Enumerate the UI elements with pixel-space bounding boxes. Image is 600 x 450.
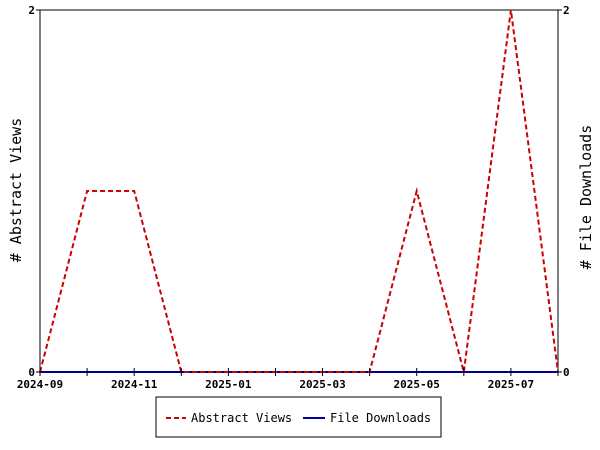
series-line-abstract-views	[39, 9, 559, 373]
y-tick-label-right-0: 0	[563, 366, 570, 379]
x-tick-label-2025-07: 2025-07	[488, 378, 534, 391]
x-tick-label-2024-11: 2024-11	[111, 378, 158, 391]
y-axis-title-right: # File Downloads	[577, 125, 595, 270]
y-tick-label-left-2: 2	[28, 4, 35, 17]
series-layer	[39, 9, 559, 373]
y-axis-title-left: # Abstract Views	[7, 118, 25, 263]
legend-box	[155, 396, 442, 438]
legend-label-file-downloads: File Downloads	[330, 411, 431, 425]
axes-layer: 2024-09 2024-11 2025-01 2025-03 2025-05 2025-…	[17, 4, 570, 391]
legend-label-abstract-views: Abstract Views	[191, 411, 292, 425]
x-tick-label-2024-09: 2024-09	[17, 378, 63, 391]
x-tick-label-2025-05: 2025-05	[394, 378, 440, 391]
x-tick-label-2025-01: 2025-01	[205, 378, 252, 391]
y-tick-label-right-2: 2	[563, 4, 570, 17]
y-tick-label-left-0: 0	[28, 366, 35, 379]
x-tick-label-2025-03: 2025-03	[299, 378, 345, 391]
legend: Abstract Views File Downloads	[155, 396, 442, 438]
